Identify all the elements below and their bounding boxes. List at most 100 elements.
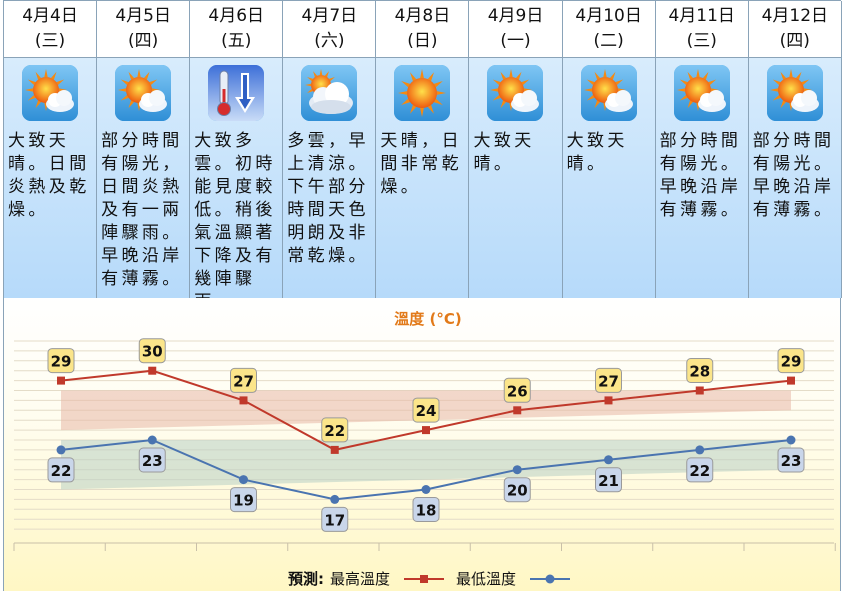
min-temp-label: 19: [233, 492, 254, 510]
max-temp-point: [422, 426, 430, 435]
sunny-periods-icon: [766, 65, 823, 121]
day-date: 4月6日: [208, 6, 265, 26]
max-temp-label-box: [503, 377, 531, 403]
max-temp-label: 30: [142, 343, 163, 361]
min-temp-label-box: [686, 457, 714, 483]
min-temp-label-box: [47, 457, 75, 483]
min-temp-label: 21: [598, 472, 619, 490]
max-temp-label-box: [230, 367, 257, 393]
max-temp-point: [604, 396, 613, 405]
cloudy-icon: [301, 65, 358, 121]
day-date: 4月4日: [22, 6, 78, 26]
date-header: 4月10日 (二): [562, 1, 655, 58]
day-date: 4月11日: [668, 6, 735, 26]
forecast-days-row: 4月4日 (三) 大致天晴。日間炎熱及乾燥。 4月5日 (四) 部分時間有陽光，日間炎熱及…: [3, 0, 842, 312]
day-column: 4月9日 (一) 大致天晴。: [469, 1, 563, 298]
day-description: 大致天晴。日間炎熱及乾燥。: [8, 131, 90, 220]
max-temp-label-box: [686, 358, 714, 383]
max-temp-label: 26: [507, 382, 528, 400]
date-header: 4月7日 (六): [283, 1, 376, 58]
min-temp-label: 23: [142, 452, 163, 470]
min-temp-label: 18: [416, 502, 437, 520]
max-temp-label: 24: [416, 402, 437, 420]
date-header: 4月6日 (五): [190, 1, 283, 58]
min-temp-label-box: [595, 467, 622, 493]
date-header: 4月8日 (日): [376, 1, 469, 58]
temperature-chart-panel: 溫度 (°C) 29 30 27 22 24 26 27 28 29 22 23 19 17 18 20 21…: [3, 298, 841, 591]
min-temp-label-box: [412, 497, 440, 522]
day-date: 4月9日: [487, 6, 544, 26]
day-date: 4月12日: [761, 6, 829, 26]
legend-max-label: 最高溫度: [330, 570, 390, 588]
day-date: 4月10日: [575, 6, 642, 26]
max-temp-label-box: [412, 397, 440, 423]
day-weekday: (日): [407, 31, 438, 51]
day-weekday: (三): [686, 31, 717, 51]
day-weekday: (四): [779, 31, 810, 51]
min-temp-point: [239, 475, 248, 485]
max-temp-point: [57, 376, 65, 385]
min-temp-label-box: [138, 447, 166, 473]
day-date: 4月7日: [301, 6, 358, 26]
temperature-drop-icon: [208, 65, 265, 121]
min-temp-label-box: [503, 477, 531, 503]
max-temp-point: [148, 366, 157, 375]
max-temp-label-box: [595, 367, 622, 393]
min-temp-point: [512, 465, 522, 475]
max-temp-label: 28: [689, 363, 710, 381]
date-header: 4月12日 (四): [748, 1, 841, 58]
day-column: 4月5日 (四) 部分時間有陽光，日間炎熱及有一兩陣驟雨。早晚沿岸有薄霧。: [97, 1, 191, 298]
day-date: 4月8日: [394, 6, 451, 26]
legend-prefix: 預測:: [288, 570, 324, 588]
legend-min-label: 最低溫度: [456, 570, 516, 588]
day-column: 4月8日 (日) 天晴，日間非常乾燥。: [376, 1, 470, 298]
min-temp-label-box: [230, 487, 257, 513]
day-weekday: (二): [593, 31, 624, 51]
min-temp-point: [604, 455, 613, 465]
max-temp-point: [513, 406, 522, 415]
day-description: 大致多雲。初時能見度較低。稍後氣溫顯著下降及有幾陣驟雨。: [194, 131, 276, 312]
min-temp-point: [56, 445, 66, 455]
day-date: 4月5日: [115, 6, 171, 26]
sunny-periods-icon: [673, 65, 730, 121]
day-description: 多雲，早上清涼。下午部分時間天色明朗及非常乾燥。: [287, 131, 369, 266]
day-column: 4月6日 (五) 大致多雲。初時能見度較低。稍後氣溫顯著下降及有幾陣驟雨。: [190, 1, 284, 312]
min-temp-label: 22: [689, 462, 710, 480]
day-description: 大致天晴。: [473, 131, 535, 174]
date-header: 4月4日 (三): [4, 1, 97, 58]
day-weekday: (六): [314, 31, 345, 51]
sunny-periods-icon: [580, 65, 637, 121]
temperature-chart: 溫度 (°C) 29 30 27 22 24 26 27 28 29 22 23 19 17 18 20 21…: [13, 310, 836, 588]
day-description: 部分時間有陽光。早晚沿岸有薄霧。: [659, 131, 742, 220]
max-temp-label: 27: [233, 372, 254, 390]
max-temp-label-box: [47, 348, 75, 374]
min-temp-point: [786, 435, 796, 445]
max-temp-label: 29: [51, 353, 72, 371]
day-column: 4月7日 (六) 多雲，早上清涼。下午部分時間天色明朗及非常乾燥。: [283, 1, 377, 298]
legend-min-marker: [545, 574, 555, 584]
min-temp-point: [147, 435, 157, 445]
min-temp-label: 22: [51, 462, 72, 480]
day-column: 4月10日 (二) 大致天晴。: [562, 1, 656, 298]
day-description: 天晴，日間非常乾燥。: [380, 131, 462, 197]
day-weekday: (一): [500, 31, 531, 51]
date-header: 4月9日 (一): [469, 1, 562, 58]
min-temp-point: [421, 485, 431, 494]
max-temp-point: [695, 386, 704, 395]
day-description: 部分時間有陽光，日間炎熱及有一兩陣驟雨。早晚沿岸有薄霧。: [101, 131, 183, 289]
max-temp-label-box: [321, 417, 349, 443]
min-temp-point: [330, 494, 340, 504]
chart-title: 溫度 (°C): [394, 310, 461, 328]
day-weekday: (三): [34, 31, 66, 51]
day-description: 大致天晴。: [566, 131, 628, 174]
min-temp-point: [695, 445, 705, 455]
max-temp-label: 27: [598, 372, 619, 390]
max-temp-label: 29: [781, 353, 802, 371]
day-description: 部分時間有陽光。早晚沿岸有薄霧。: [752, 131, 835, 220]
max-temp-label-box: [138, 338, 166, 364]
legend-max-marker: [420, 575, 428, 583]
max-temp-label: 22: [324, 422, 345, 440]
date-header: 4月11日 (三): [655, 1, 748, 58]
sunny-icon: [394, 65, 451, 121]
max-temp-label-box: [777, 348, 805, 374]
